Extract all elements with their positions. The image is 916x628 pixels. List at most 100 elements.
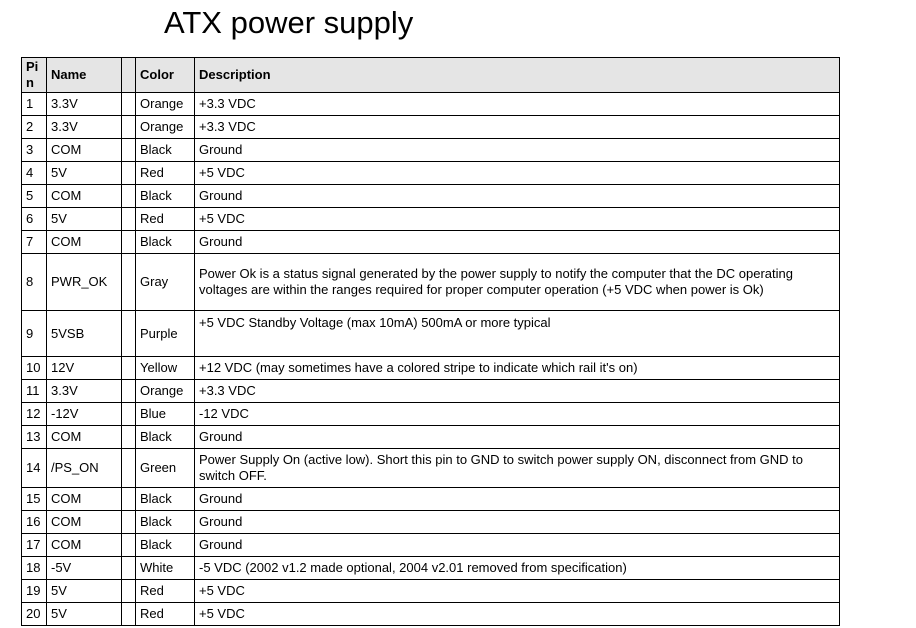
description-cell: Ground [194,510,840,534]
col-header-description: Description [194,57,840,93]
spacer-cell [121,356,136,380]
pin-cell: 10 [21,356,47,380]
description-cell: -12 VDC [194,402,840,426]
spacer-cell [121,92,136,116]
pin-cell: 12 [21,402,47,426]
col-header-name: Name [46,57,122,93]
description-cell: +3.3 VDC [194,379,840,403]
pin-cell: 1 [21,92,47,116]
description-cell: +5 VDC [194,207,840,231]
pin-cell: 11 [21,379,47,403]
spacer-cell [121,556,136,580]
pin-cell: 4 [21,161,47,185]
pin-cell: 7 [21,230,47,254]
table-row: 15 COM Black Ground [21,487,840,511]
table-row: 17 COM Black Ground [21,533,840,557]
table-row: 10 12V Yellow +12 VDC (may sometimes hav… [21,356,840,380]
name-cell: 5V [46,602,122,626]
description-cell: +5 VDC Standby Voltage (max 10mA) 500mA … [194,310,840,357]
spacer-cell [121,115,136,139]
table-row: 12 -12V Blue -12 VDC [21,402,840,426]
color-cell: Black [135,230,195,254]
color-cell: Purple [135,310,195,357]
table-row: 19 5V Red +5 VDC [21,579,840,603]
pin-cell: 6 [21,207,47,231]
name-cell: COM [46,510,122,534]
color-cell: Orange [135,92,195,116]
description-cell: Ground [194,425,840,449]
pin-cell: 8 [21,253,47,311]
pin-cell: 2 [21,115,47,139]
col-header-color: Color [135,57,195,93]
color-cell: Black [135,510,195,534]
pin-cell: 5 [21,184,47,208]
name-cell: 5V [46,207,122,231]
name-cell: 5V [46,161,122,185]
description-cell: Ground [194,487,840,511]
pin-cell: 16 [21,510,47,534]
page-title: ATX power supply [164,5,414,40]
name-cell: COM [46,487,122,511]
spacer-cell [121,379,136,403]
table-row: 4 5V Red +5 VDC [21,161,840,185]
spacer-cell [121,230,136,254]
description-cell: -5 VDC (2002 v1.2 made optional, 2004 v2… [194,556,840,580]
description-cell: +5 VDC [194,579,840,603]
description-cell: Ground [194,184,840,208]
table-row: 14 /PS_ON Green Power Supply On (active … [21,448,840,488]
pin-cell: 17 [21,533,47,557]
color-cell: Black [135,487,195,511]
color-cell: Red [135,579,195,603]
name-cell: -5V [46,556,122,580]
color-cell: Yellow [135,356,195,380]
spacer-cell [121,184,136,208]
name-cell: 12V [46,356,122,380]
table-header-row: Pin Name Color Description [21,57,840,93]
color-cell: Black [135,425,195,449]
name-cell: PWR_OK [46,253,122,311]
spacer-cell [121,310,136,357]
col-header-pin: Pin [21,57,47,93]
name-cell: 5VSB [46,310,122,357]
color-cell: White [135,556,195,580]
name-cell: 3.3V [46,379,122,403]
description-cell: Power Ok is a status signal generated by… [194,253,840,311]
table-row: 8 PWR_OK Gray Power Ok is a status signa… [21,253,840,311]
name-cell: COM [46,230,122,254]
col-header-spacer [121,57,136,93]
description-cell: Power Supply On (active low). Short this… [194,448,840,488]
color-cell: Gray [135,253,195,311]
name-cell: 3.3V [46,92,122,116]
color-cell: Green [135,448,195,488]
name-cell: COM [46,425,122,449]
name-cell: 3.3V [46,115,122,139]
pin-cell: 14 [21,448,47,488]
table-row: 7 COM Black Ground [21,230,840,254]
name-cell: COM [46,138,122,162]
table-row: 2 3.3V Orange +3.3 VDC [21,115,840,139]
spacer-cell [121,138,136,162]
name-cell: COM [46,533,122,557]
description-cell: Ground [194,138,840,162]
name-cell: 5V [46,579,122,603]
color-cell: Black [135,533,195,557]
spacer-cell [121,487,136,511]
pin-cell: 3 [21,138,47,162]
name-cell: /PS_ON [46,448,122,488]
spacer-cell [121,448,136,488]
color-cell: Blue [135,402,195,426]
color-cell: Black [135,184,195,208]
description-cell: +5 VDC [194,161,840,185]
color-cell: Orange [135,115,195,139]
pin-cell: 9 [21,310,47,357]
table-row: 16 COM Black Ground [21,510,840,534]
table-row: 9 5VSB Purple +5 VDC Standby Voltage (ma… [21,310,840,357]
pin-cell: 13 [21,425,47,449]
description-cell: +3.3 VDC [194,92,840,116]
pin-cell: 19 [21,579,47,603]
color-cell: Red [135,161,195,185]
name-cell: -12V [46,402,122,426]
spacer-cell [121,425,136,449]
name-cell: COM [46,184,122,208]
table-row: 1 3.3V Orange +3.3 VDC [21,92,840,116]
